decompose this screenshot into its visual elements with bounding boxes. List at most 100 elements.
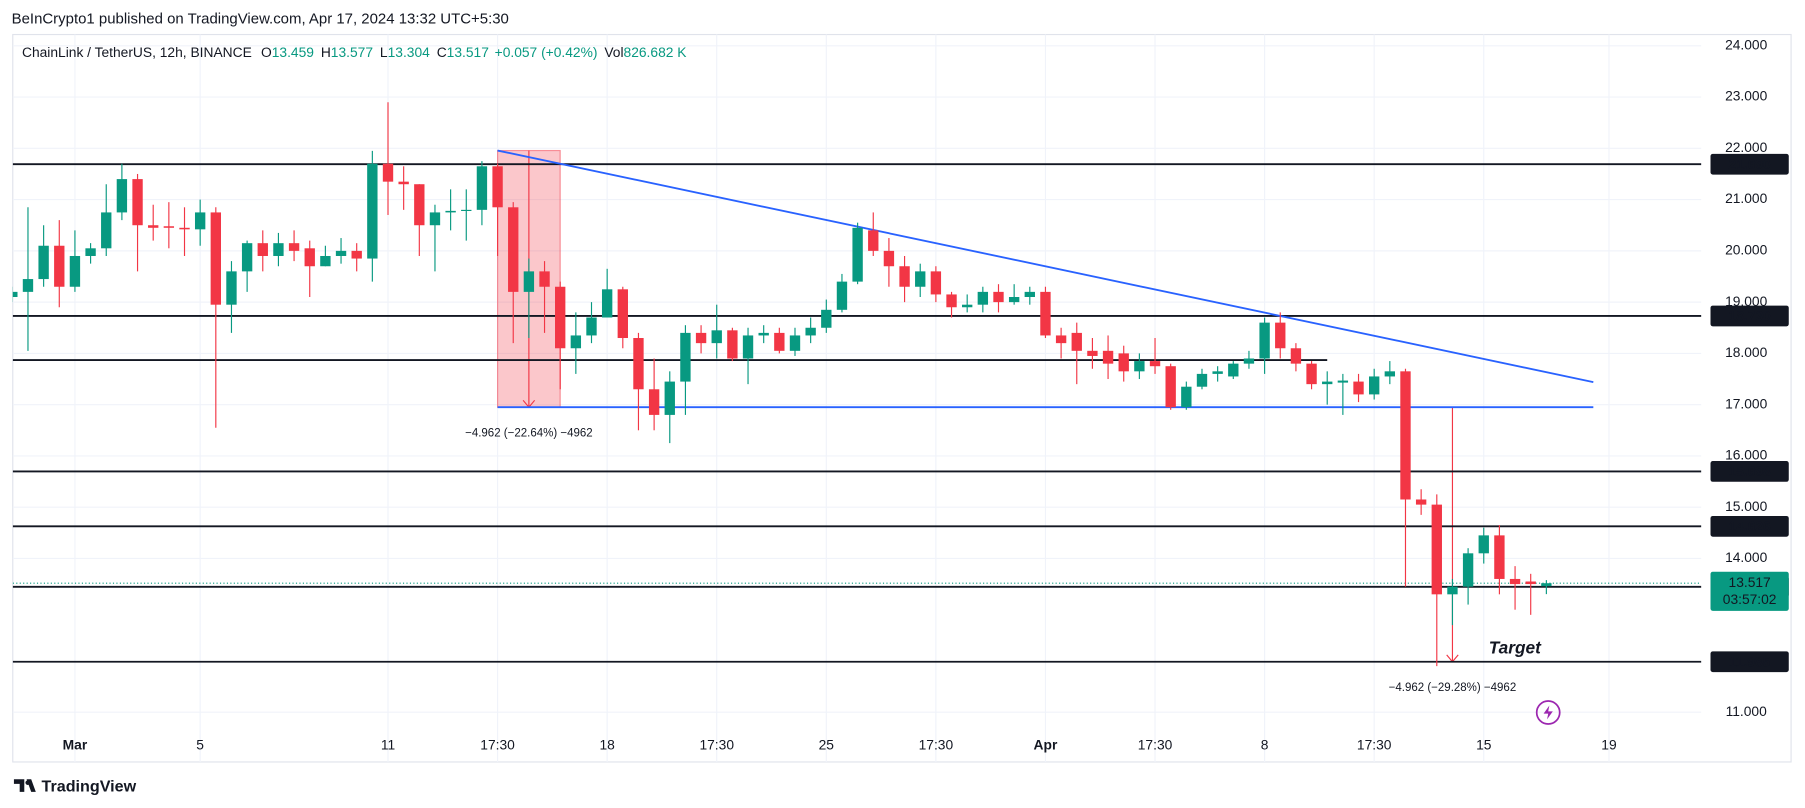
level-label: 11.985 bbox=[1729, 654, 1771, 670]
candle-body bbox=[727, 330, 738, 359]
grid bbox=[12, 34, 1702, 762]
candle-body bbox=[1118, 353, 1129, 372]
candle-body bbox=[335, 250, 347, 256]
candle-body bbox=[1400, 371, 1411, 500]
brand-logo bbox=[13, 779, 36, 792]
candle-body bbox=[993, 291, 1004, 303]
candle-body bbox=[805, 327, 816, 336]
candle-body bbox=[821, 309, 832, 328]
candle-body bbox=[1478, 535, 1489, 554]
candle-body bbox=[22, 279, 34, 292]
candle-body bbox=[852, 227, 863, 282]
level-label: 18.730 bbox=[1729, 308, 1772, 324]
alert-icon bbox=[1535, 700, 1561, 725]
x-tick-label: Mar bbox=[63, 736, 88, 752]
candle-body bbox=[1368, 376, 1380, 395]
x-tick-label: 8 bbox=[1261, 736, 1269, 752]
level-label-box bbox=[1710, 651, 1789, 673]
candle-body bbox=[1087, 350, 1098, 356]
candle-body bbox=[946, 294, 957, 308]
candle-body bbox=[1181, 386, 1192, 408]
candle-body bbox=[962, 304, 973, 308]
annotation: Target bbox=[1489, 638, 1542, 658]
candle-body bbox=[1055, 335, 1067, 344]
candle-body bbox=[1040, 291, 1051, 336]
y-tick-label: 14.000 bbox=[1725, 549, 1768, 565]
publisher: BeInCrypto1 published on TradingView.com… bbox=[12, 11, 509, 28]
candle-body bbox=[398, 181, 409, 185]
ohlc-value: 13.577 bbox=[331, 44, 373, 60]
candle-body bbox=[1275, 322, 1286, 349]
x-tick-label: 15 bbox=[1476, 736, 1492, 752]
candle-body bbox=[774, 332, 785, 351]
x-tick-label: Apr bbox=[1034, 736, 1058, 752]
x-tick-label: 25 bbox=[819, 736, 835, 752]
candle-body bbox=[273, 243, 284, 256]
x-tick-label: 17:30 bbox=[1357, 736, 1392, 752]
candle-body bbox=[226, 271, 237, 305]
price-label: 13.517 bbox=[1729, 574, 1771, 590]
candle-body bbox=[210, 212, 221, 305]
candle-body bbox=[382, 163, 394, 182]
ohlc-value: 13.459 bbox=[272, 44, 315, 60]
x-tick-label: 17:30 bbox=[699, 736, 734, 752]
candle-body bbox=[194, 212, 206, 230]
trendline bbox=[497, 149, 1594, 383]
candle-body bbox=[601, 289, 613, 318]
candle-body bbox=[1415, 499, 1427, 505]
candle-body bbox=[1322, 381, 1333, 385]
candle-body bbox=[492, 166, 503, 208]
vol-key: Vol bbox=[604, 44, 623, 60]
y-tick-label: 16.000 bbox=[1725, 447, 1768, 463]
candle-body bbox=[1102, 350, 1114, 364]
x-tick-label: 17:30 bbox=[480, 736, 515, 752]
vol-value: 826.682 K bbox=[624, 44, 688, 60]
candle-body bbox=[1447, 586, 1458, 595]
candle-body bbox=[1353, 381, 1364, 395]
y-tick-label: 21.000 bbox=[1725, 190, 1768, 206]
candle-body bbox=[1149, 361, 1161, 367]
candle-body bbox=[555, 286, 566, 349]
y-tick-label: 11.000 bbox=[1726, 703, 1768, 719]
candle-body bbox=[1024, 291, 1035, 297]
candle-body bbox=[1071, 332, 1082, 351]
candle-body bbox=[695, 332, 707, 344]
level-label-box bbox=[1710, 153, 1789, 175]
countdown: 03:57:02 bbox=[1723, 591, 1777, 607]
chart-frame bbox=[12, 33, 1792, 763]
candle-body bbox=[680, 332, 691, 382]
candle-body bbox=[633, 338, 644, 390]
candle-body bbox=[1008, 296, 1020, 303]
level-label: 14.626 bbox=[1729, 518, 1772, 534]
candle-body bbox=[132, 179, 143, 226]
candle-body bbox=[977, 291, 989, 305]
candle-body bbox=[836, 281, 848, 310]
candle-body bbox=[1384, 371, 1396, 377]
candle-body bbox=[179, 227, 190, 230]
candle-body bbox=[1494, 535, 1505, 579]
candle-body bbox=[1212, 371, 1223, 374]
brand: TradingView bbox=[42, 778, 137, 796]
candle-body bbox=[1509, 578, 1521, 585]
candle-body bbox=[758, 332, 769, 336]
candle-body bbox=[742, 335, 754, 359]
candle-body bbox=[414, 184, 425, 226]
level-label-box bbox=[1710, 305, 1789, 327]
candle-body bbox=[351, 250, 362, 259]
candle-body bbox=[304, 248, 315, 267]
candle-body bbox=[1462, 553, 1474, 587]
y-tick-label: 17.000 bbox=[1725, 395, 1768, 411]
candle-body bbox=[476, 166, 488, 210]
candle-body bbox=[12, 291, 18, 297]
candle-body bbox=[54, 245, 65, 287]
candle-body bbox=[85, 248, 96, 256]
level-label-box bbox=[1710, 515, 1789, 537]
candle-body bbox=[163, 226, 175, 228]
candle-body bbox=[101, 212, 112, 249]
y-tick-label: 20.000 bbox=[1725, 242, 1768, 258]
y-tick-label: 23.000 bbox=[1725, 88, 1768, 104]
x-tick-label: 5 bbox=[196, 736, 204, 752]
candle-body bbox=[38, 245, 49, 280]
candle-body bbox=[1196, 373, 1208, 387]
